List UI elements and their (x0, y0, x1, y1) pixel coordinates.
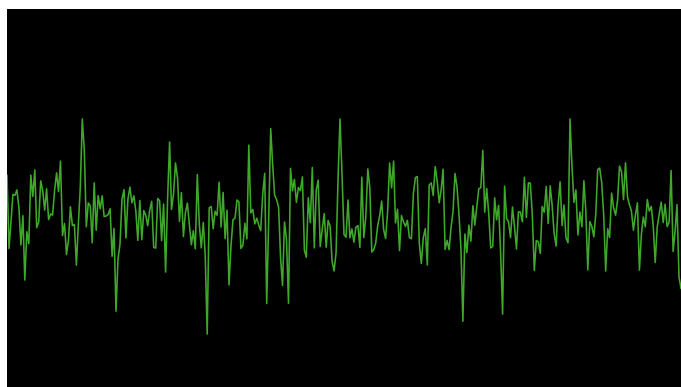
oscilloscope-screen (7, 9, 681, 387)
waveform-trace (7, 118, 681, 335)
waveform-display (7, 118, 681, 335)
